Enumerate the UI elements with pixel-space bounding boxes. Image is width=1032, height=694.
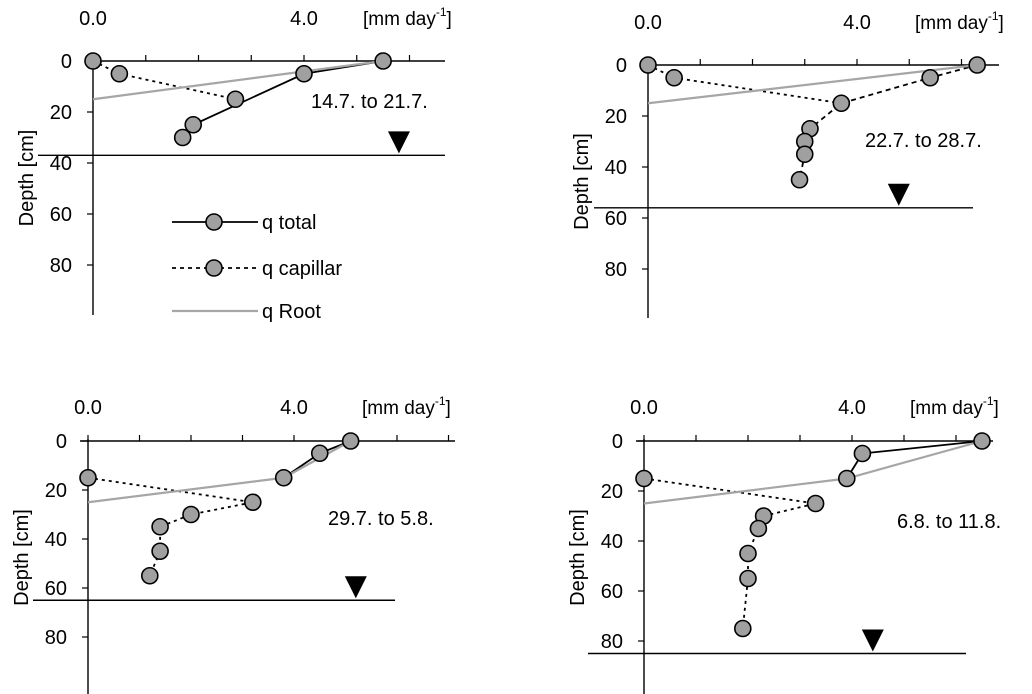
period-label: 14.7. to 21.7.	[311, 91, 428, 113]
series-line	[647, 63, 978, 105]
y-tick-label: 20	[50, 102, 72, 124]
chart-panel: 0.0 4.0 0 20 40 60 80 [mm day-1] Depth [cm] 6.8. …	[567, 394, 1001, 694]
y-tick-label: 60	[605, 208, 627, 230]
data-point	[244, 493, 262, 512]
data-point	[295, 64, 313, 83]
x-axis-unit-label: [mm day-1]	[363, 5, 452, 30]
chart-panel: 0.0 4.0 0 20 40 60 80 [mm day-1] Depth [cm] 14.7.…	[16, 5, 452, 315]
data-point	[635, 469, 653, 488]
series-line	[643, 439, 983, 505]
data-point	[274, 468, 293, 487]
legend-label: q total	[262, 212, 316, 234]
period-label: 29.7. to 5.8.	[328, 508, 434, 530]
data-point	[921, 68, 939, 87]
x-tick-label: 0.0	[630, 397, 658, 419]
data-point	[184, 115, 203, 134]
series-line	[92, 59, 384, 101]
water-table-marker	[387, 131, 410, 154]
data-point	[795, 145, 814, 164]
water-table-marker	[344, 576, 367, 599]
y-axis-title: Depth [cm]	[571, 133, 593, 230]
legend-marker	[205, 213, 223, 231]
chart-panel: 0.0 4.0 0 20 40 60 80 [mm day-1] Depth [cm] 22.7.…	[571, 9, 1004, 318]
water-table-marker	[887, 183, 910, 206]
data-point	[853, 444, 872, 463]
y-tick-label: 40	[45, 529, 67, 551]
series-line	[87, 476, 253, 577]
y-tick-label: 20	[45, 480, 67, 502]
data-point	[182, 505, 200, 524]
y-axis-title: Depth [cm]	[16, 130, 38, 227]
x-tick-label: 0.0	[79, 8, 107, 30]
legend: q total q capillar q Root	[172, 212, 342, 323]
x-tick-label: 0.0	[74, 397, 102, 419]
y-axis-title: Depth [cm]	[11, 509, 33, 606]
y-tick-label: 0	[616, 55, 627, 77]
data-point	[374, 52, 392, 70]
x-tick-label: 4.0	[843, 12, 871, 34]
water-table-marker	[861, 629, 884, 652]
period-label: 6.8. to 11.8.	[897, 511, 1001, 533]
y-tick-label: 20	[601, 481, 623, 503]
data-point	[733, 619, 752, 638]
data-point	[110, 64, 129, 83]
data-point	[141, 566, 159, 585]
y-tick-label: 80	[601, 631, 623, 653]
data-point	[151, 542, 169, 561]
x-tick-label: 4.0	[290, 8, 318, 30]
data-point	[973, 432, 991, 450]
data-point	[310, 444, 329, 463]
data-point	[665, 68, 683, 87]
data-point	[151, 517, 169, 536]
data-point	[739, 569, 757, 588]
data-point	[790, 170, 809, 189]
chart-panel: 0.0 4.0 0 20 40 60 80 [mm day-1] Depth [cm] 29.7.…	[11, 394, 455, 694]
y-tick-label: 0	[612, 431, 623, 453]
data-point	[749, 519, 768, 538]
y-tick-label: 0	[56, 431, 67, 453]
data-point	[84, 52, 102, 70]
y-tick-label: 60	[45, 578, 67, 600]
series-line	[87, 440, 352, 504]
x-axis-unit-label: [mm day-1]	[910, 394, 999, 419]
data-point	[837, 469, 856, 488]
data-point	[173, 128, 192, 147]
x-axis-unit-label: [mm day-1]	[362, 394, 451, 419]
y-tick-label: 60	[50, 204, 72, 226]
y-tick-label: 40	[50, 153, 72, 175]
panels: 0.0 4.0 0 20 40 60 80 [mm day-1] Depth [cm] 14.7.…	[11, 5, 1004, 694]
x-axis-unit-label: [mm day-1]	[915, 9, 1004, 34]
legend-label: q capillar	[262, 258, 342, 280]
x-tick-label: 0.0	[634, 12, 662, 34]
y-tick-label: 80	[45, 627, 67, 649]
y-tick-label: 40	[601, 531, 623, 553]
data-point	[639, 56, 657, 74]
data-point	[739, 544, 757, 563]
y-tick-label: 0	[61, 51, 72, 73]
period-label: 22.7. to 28.7.	[865, 130, 982, 152]
y-tick-label: 20	[605, 106, 627, 128]
y-tick-label: 80	[50, 255, 72, 277]
x-tick-label: 4.0	[280, 397, 308, 419]
data-point	[806, 494, 825, 513]
y-tick-label: 40	[605, 157, 627, 179]
y-tick-label: 80	[605, 259, 627, 281]
x-tick-label: 4.0	[838, 397, 866, 419]
legend-marker	[205, 259, 223, 277]
data-point	[226, 90, 245, 109]
y-axis-title: Depth [cm]	[567, 509, 589, 606]
data-point	[341, 432, 360, 450]
data-point	[832, 94, 851, 113]
legend-label: q Root	[262, 301, 321, 323]
y-tick-label: 60	[601, 581, 623, 603]
data-point	[79, 468, 97, 487]
data-point	[968, 56, 986, 74]
